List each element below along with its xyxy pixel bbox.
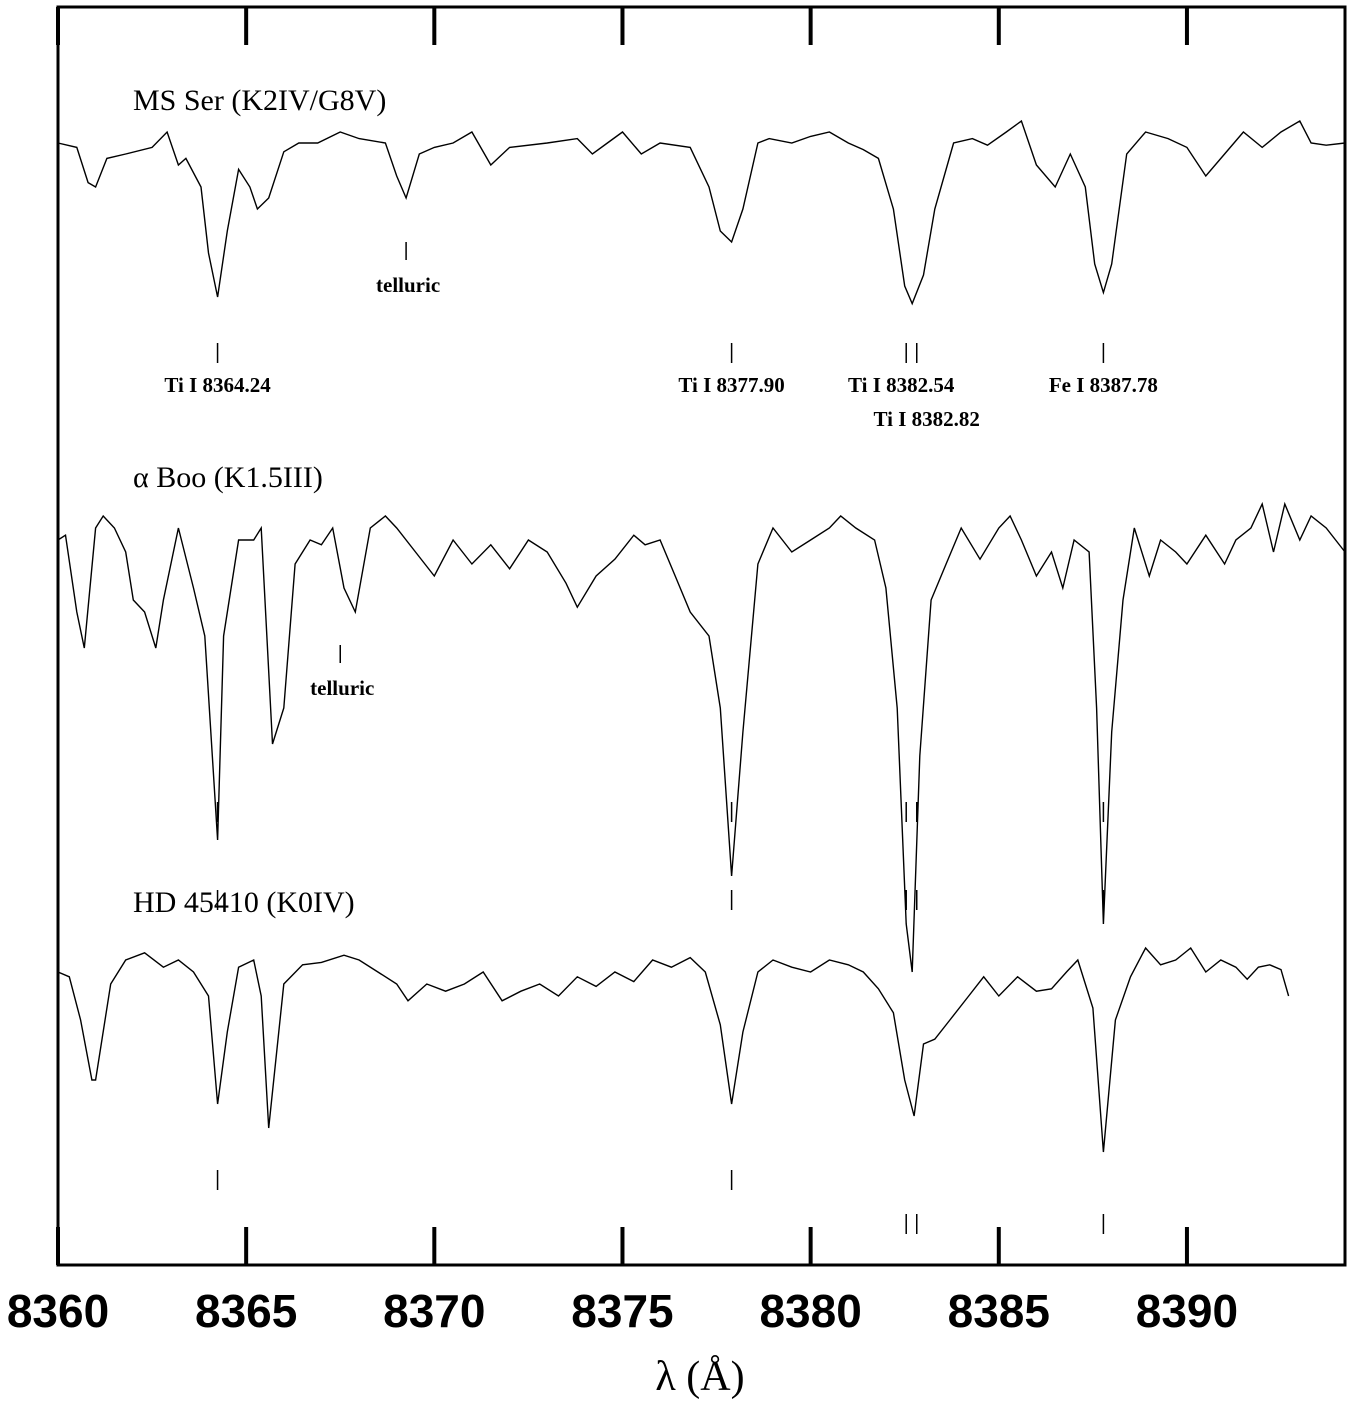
spectrum-label: MS Ser (K2IV/G8V) (133, 84, 386, 117)
plot-frame (56, 5, 1347, 1267)
telluric-label: telluric (376, 273, 440, 297)
line-id-label: Fe I 8387.78 (1049, 373, 1158, 397)
x-tick-label: 8390 (1136, 1285, 1238, 1337)
line-id-label: Ti I 8364.24 (164, 373, 271, 397)
x-tick-label: 8385 (948, 1285, 1050, 1337)
x-tick-label: 8380 (759, 1285, 861, 1337)
line-id-label: Ti I 8382.54 (848, 373, 955, 397)
x-tick-label: 8360 (7, 1285, 109, 1337)
x-axis-label: λ (Å) (655, 1354, 744, 1400)
x-tick-label: 8375 (571, 1285, 673, 1337)
telluric-label: telluric (310, 676, 374, 700)
line-id-label: Ti I 8382.82 (874, 407, 980, 431)
spectrum-line-1 (57, 119, 1346, 306)
line-id-label: Ti I 8377.90 (678, 373, 784, 397)
x-tick-label: 8365 (195, 1285, 297, 1337)
spectrum-line-3 (57, 946, 1290, 1153)
x-tick-label: 8370 (383, 1285, 485, 1337)
spectrum-line-2 (57, 501, 1346, 973)
spectrum-label: α Boo (K1.5III) (133, 461, 323, 494)
spectrum-label: HD 45410 (K0IV) (133, 886, 355, 919)
